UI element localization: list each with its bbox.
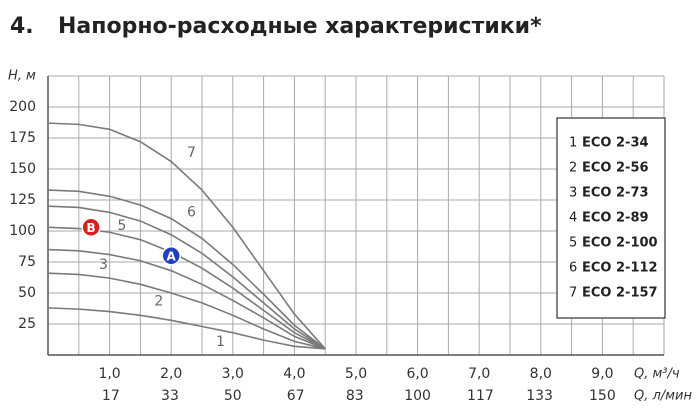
- curve-label: 3: [99, 257, 108, 273]
- legend-box: [556, 117, 666, 319]
- legend-entry: ECO 2-56: [582, 161, 649, 176]
- legend-number: 4: [569, 211, 577, 226]
- y-axis-label: Н, м: [8, 69, 36, 84]
- legend-number: 1: [569, 136, 577, 151]
- section-number: 4.: [10, 14, 34, 39]
- x2-tick-label: 33: [161, 388, 179, 404]
- x-tick-label: 9,0: [591, 366, 613, 382]
- curve: [47, 248, 326, 350]
- x2-tick-label: 83: [346, 388, 364, 404]
- legend-number: 2: [569, 161, 577, 176]
- x-tick-label: 6,0: [406, 366, 428, 382]
- curve: [47, 189, 326, 350]
- legend-number: 6: [569, 261, 577, 276]
- point-label: B: [87, 221, 96, 235]
- x-tick-label: 1,0: [98, 366, 120, 382]
- y-tick-label: 25: [18, 316, 36, 332]
- legend-entry: ECO 2-100: [582, 236, 658, 251]
- x2-tick-label: 100: [404, 388, 431, 404]
- curve-label: 5: [117, 218, 126, 234]
- legend-number: 3: [569, 186, 577, 201]
- y-tick-label: 75: [18, 254, 36, 270]
- legend-entry: ECO 2-73: [582, 186, 649, 201]
- point-label: A: [167, 249, 177, 263]
- x2-tick-label: 67: [287, 388, 305, 404]
- x-tick-label: 4,0: [283, 366, 305, 382]
- legend-number: 5: [569, 236, 577, 251]
- point-marker: [161, 246, 181, 266]
- y-tick-label: 150: [9, 161, 36, 177]
- legend-entry: ECO 2-157: [582, 286, 658, 301]
- point-marker: [81, 217, 101, 238]
- legend-number: 7: [569, 286, 577, 301]
- curve-label: 2: [154, 294, 163, 310]
- legend-entry: ECO 2-89: [582, 211, 649, 226]
- y-tick-label: 200: [9, 99, 36, 115]
- curve-label: 1: [216, 334, 225, 350]
- y-tick-label: 100: [9, 223, 36, 239]
- x2-tick-label: 150: [589, 388, 616, 404]
- curve: [47, 272, 326, 350]
- curve-label: 6: [187, 205, 196, 221]
- x2-tick-label: 50: [224, 388, 242, 404]
- chart-title: Напорно-расходные характеристики*: [58, 14, 542, 39]
- x2-tick-label: 133: [526, 388, 553, 404]
- y-tick-label: 125: [9, 192, 36, 208]
- x-axis-label: Q, м³/ч: [634, 367, 680, 382]
- x-tick-label: 7,0: [468, 366, 490, 382]
- y-tick-label: 50: [18, 285, 36, 301]
- legend-entry: ECO 2-34: [582, 136, 649, 151]
- x-tick-label: 3,0: [222, 366, 244, 382]
- y-tick-label: 175: [9, 130, 36, 146]
- legend-entry: ECO 2-112: [582, 261, 658, 276]
- x2-tick-label: 17: [102, 388, 120, 404]
- x-tick-label: 2,0: [160, 366, 182, 382]
- curve: [47, 122, 326, 350]
- curve-label: 7: [187, 145, 196, 161]
- x-tick-label: 5,0: [345, 366, 367, 382]
- x2-tick-label: 117: [467, 388, 494, 404]
- x2-axis-label: Q, л/мин: [634, 389, 692, 404]
- curve: [47, 307, 326, 350]
- curve: [47, 205, 326, 350]
- x-tick-label: 8,0: [530, 366, 552, 382]
